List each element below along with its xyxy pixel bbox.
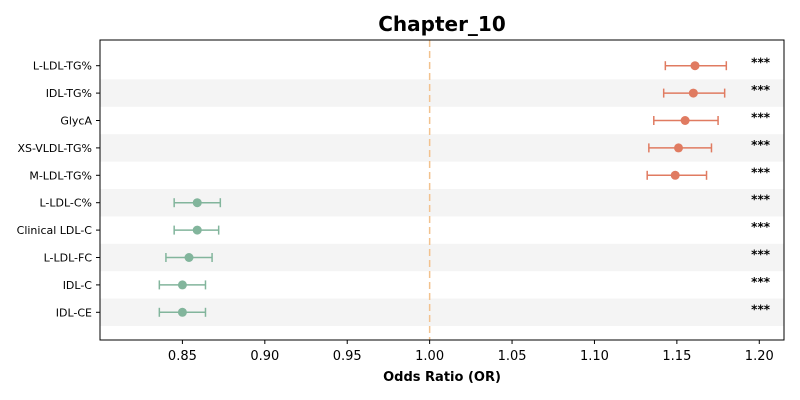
x-tick-label: 0.95 (333, 349, 362, 364)
significance-marker: *** (751, 248, 771, 262)
y-tick-label: L-LDL-FC (44, 252, 93, 265)
x-tick-label: 1.20 (745, 349, 774, 364)
or-point (688, 88, 698, 98)
y-tick-label: Clinical LDL-C (17, 224, 93, 237)
y-axis-ticks: L-LDL-TG% IDL-TG% GlycA XS-VLDL-TG% M-LDL-TG… (17, 60, 100, 319)
or-point (680, 116, 690, 125)
or-point (690, 61, 700, 71)
chart-title: Chapter_10 (378, 12, 506, 36)
or-point (674, 143, 684, 153)
row-band (100, 298, 784, 326)
y-tick-label: L-LDL-C% (39, 197, 92, 210)
x-tick-label: 0.85 (168, 349, 197, 364)
x-tick-label: 1.10 (580, 349, 609, 364)
y-tick-label: XS-VLDL-TG% (17, 142, 92, 155)
y-tick-label: GlycA (60, 115, 92, 128)
y-tick-label: M-LDL-TG% (29, 169, 92, 182)
or-point (184, 253, 194, 262)
significance-marker: *** (751, 165, 771, 179)
significance-marker: *** (751, 302, 771, 316)
or-point (670, 170, 680, 180)
significance-marker: *** (751, 56, 771, 70)
x-axis-label: Odds Ratio (OR) (383, 370, 501, 385)
significance-marker: *** (751, 275, 771, 289)
or-point (192, 225, 202, 235)
y-tick-label: IDL-CE (56, 306, 92, 319)
or-point (177, 307, 187, 317)
axes-frame (99, 39, 785, 341)
y-tick-label: L-LDL-TG% (33, 60, 92, 73)
x-tick-label: 0.90 (250, 349, 279, 364)
or-point (177, 280, 187, 290)
or-point (192, 198, 202, 208)
y-tick-label: IDL-TG% (46, 87, 92, 100)
significance-marker: *** (751, 111, 771, 125)
x-tick-label: 1.05 (498, 349, 527, 364)
significance-marker: *** (751, 83, 771, 97)
significance-marker: *** (751, 220, 771, 234)
x-tick-label: 1.00 (415, 349, 444, 364)
row-band (100, 243, 784, 272)
plot-marks: *** *** *** *** *** *** *** *** *** *** (158, 56, 771, 317)
y-tick-label: IDL-C (63, 279, 93, 292)
significance-marker: *** (751, 138, 771, 152)
x-tick-label: 1.15 (662, 349, 691, 364)
x-axis-ticks: 0.85 0.90 0.95 1.00 1.05 1.10 1.15 1.20 (168, 340, 774, 364)
significance-marker: *** (751, 193, 771, 207)
